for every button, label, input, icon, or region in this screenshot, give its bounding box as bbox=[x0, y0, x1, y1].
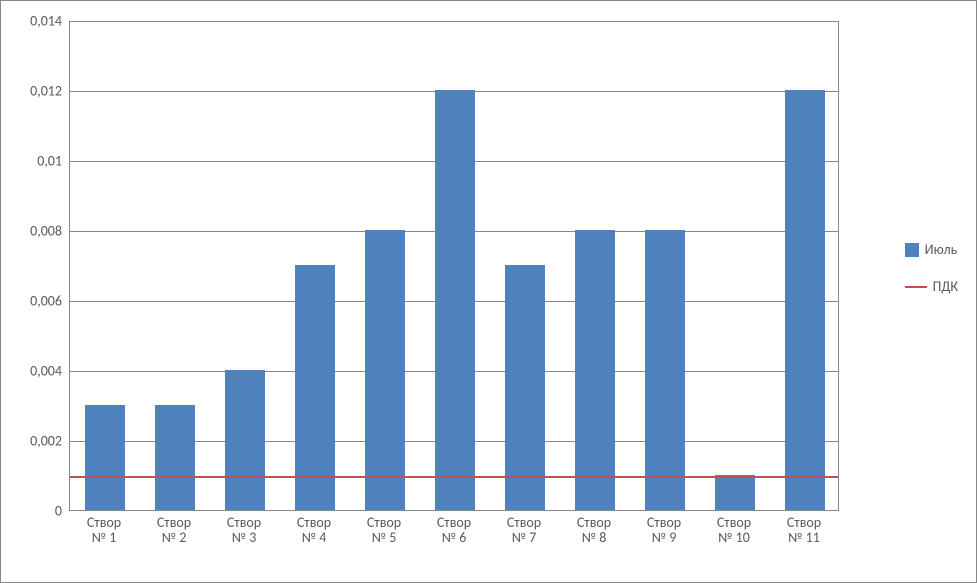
legend-swatch-bar bbox=[905, 243, 919, 257]
bar bbox=[365, 230, 404, 510]
y-tick-label: 0 bbox=[6, 503, 62, 520]
bar bbox=[715, 475, 754, 510]
legend-label-bar: Июль bbox=[925, 241, 958, 258]
x-tick-label: Створ№ 7 bbox=[489, 515, 559, 546]
threshold-line bbox=[70, 476, 838, 478]
bar bbox=[785, 90, 824, 510]
bar bbox=[575, 230, 614, 510]
x-tick-label: Створ№ 5 bbox=[349, 515, 419, 546]
legend-item-line: ПДК bbox=[905, 278, 958, 295]
plot-area bbox=[69, 21, 839, 511]
bar bbox=[85, 405, 124, 510]
y-tick-label: 0,014 bbox=[6, 13, 62, 30]
y-tick-label: 0,01 bbox=[6, 153, 62, 170]
x-tick-label: Створ№ 4 bbox=[279, 515, 349, 546]
chart-container: 0 0,002 0,004 0,006 0,008 0,01 0,012 0,014 Ство… bbox=[0, 0, 977, 583]
y-tick-label: 0,002 bbox=[6, 433, 62, 450]
x-tick-label: Створ№ 8 bbox=[559, 515, 629, 546]
bar bbox=[505, 265, 544, 510]
bar bbox=[295, 265, 334, 510]
y-tick-label: 0,012 bbox=[6, 83, 62, 100]
x-tick-label: Створ№ 6 bbox=[419, 515, 489, 546]
y-tick-label: 0,006 bbox=[6, 293, 62, 310]
gridline bbox=[70, 21, 838, 22]
bar bbox=[155, 405, 194, 510]
x-tick-label: Створ№ 2 bbox=[139, 515, 209, 546]
legend: Июль ПДК bbox=[905, 241, 958, 315]
y-tick-label: 0,004 bbox=[6, 363, 62, 380]
x-tick-label: Створ№ 3 bbox=[209, 515, 279, 546]
x-tick-label: Створ№ 1 bbox=[69, 515, 139, 546]
legend-swatch-line bbox=[905, 286, 927, 288]
x-tick-label: Створ№ 10 bbox=[699, 515, 769, 546]
bar bbox=[645, 230, 684, 510]
x-tick-label: Створ№ 11 bbox=[769, 515, 839, 546]
x-tick-label: Створ№ 9 bbox=[629, 515, 699, 546]
bar bbox=[225, 370, 264, 510]
legend-label-line: ПДК bbox=[933, 278, 958, 295]
y-tick-label: 0,008 bbox=[6, 223, 62, 240]
bar bbox=[435, 90, 474, 510]
legend-item-bar: Июль bbox=[905, 241, 958, 258]
